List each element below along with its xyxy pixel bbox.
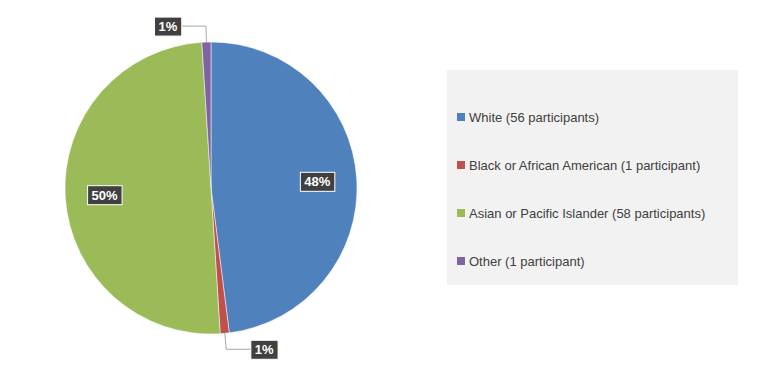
data-label: 1% [251,340,278,359]
pie-slice [65,42,220,334]
legend-swatch [457,161,465,169]
data-labels: 48% 1% 50% 1% [88,17,335,359]
data-label-box [155,17,182,36]
data-label-box [300,172,334,191]
legend-swatch [457,113,465,121]
data-label: 48% [300,172,334,191]
data-label-box [251,340,278,359]
data-label: 1% [155,17,182,36]
leader-line [180,26,207,42]
data-label-text: 1% [159,19,178,34]
legend-swatch [457,257,465,265]
legend-label: Other (1 participant) [469,254,585,269]
legend-box [447,70,738,285]
leader-line [225,333,253,349]
data-label-text: 48% [304,174,330,189]
legend-label: Asian or Pacific Islander (58 participan… [469,206,705,221]
slices [65,42,357,334]
legend-label: Black or African American (1 participant… [469,158,700,173]
legend: White (56 participants) Black or African … [447,70,738,285]
data-label-text: 50% [92,188,118,203]
pie-slice [202,42,211,188]
legend-label: White (56 participants) [469,110,599,125]
data-label-text: 1% [255,342,274,357]
legend-swatch [457,209,465,217]
data-label-box [88,186,122,205]
data-label: 50% [88,186,122,205]
pie-slice [211,42,357,333]
chart: 48% 1% 50% 1% White (56 participants) Black o… [0,0,764,371]
